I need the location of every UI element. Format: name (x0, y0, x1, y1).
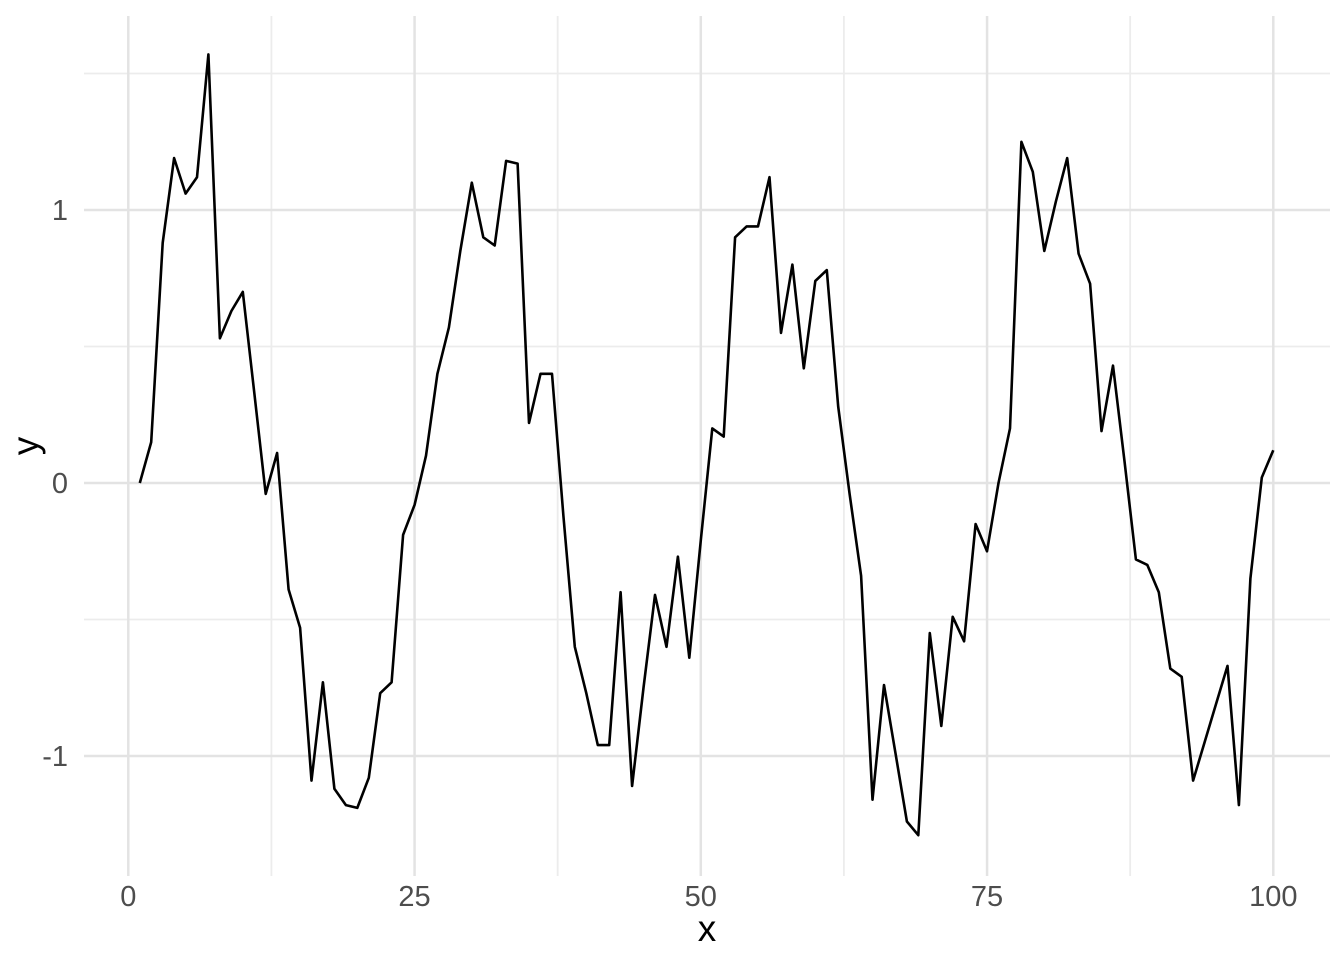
minor-gridlines (84, 16, 1330, 876)
x-tick-label: 50 (685, 881, 717, 913)
y-axis-title: y (5, 436, 46, 455)
x-tick-label: 75 (971, 881, 1003, 913)
y-tick-label: 1 (52, 195, 68, 227)
y-tick-label: -1 (42, 741, 68, 773)
x-tick-label: 100 (1249, 881, 1297, 913)
x-axis-tick-labels: 0 25 50 75 100 (120, 881, 1297, 913)
x-axis-title: x (698, 908, 717, 949)
y-axis-tick-labels: 1 0 -1 (42, 195, 68, 773)
y-tick-label: 0 (52, 468, 68, 500)
x-tick-label: 25 (398, 881, 430, 913)
x-tick-label: 0 (120, 881, 136, 913)
data-line (138, 53, 1275, 837)
